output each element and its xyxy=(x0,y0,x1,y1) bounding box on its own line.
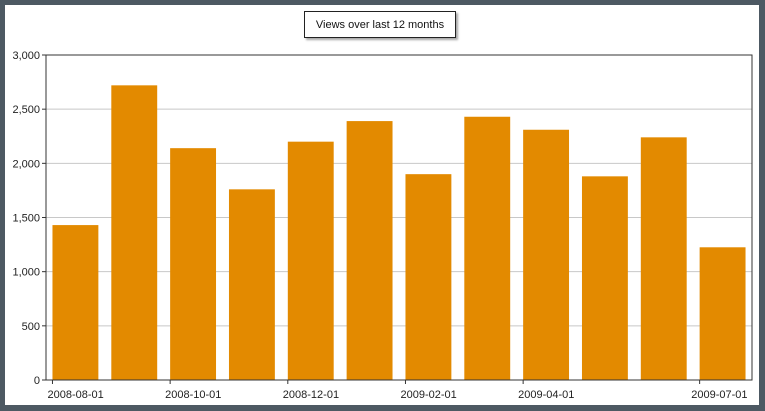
y-tick-label: 2,500 xyxy=(12,104,40,116)
y-tick-label: 3,000 xyxy=(12,50,40,62)
y-tick-label: 1,500 xyxy=(12,213,40,225)
bar xyxy=(170,148,217,380)
bar xyxy=(346,121,393,380)
y-tick-label: 2,000 xyxy=(12,158,40,170)
y-tick-label: 1,000 xyxy=(12,267,40,279)
y-tick-label: 0 xyxy=(34,375,40,387)
bar xyxy=(699,247,746,380)
bar xyxy=(52,225,99,380)
x-tick-label: 2009-07-01 xyxy=(691,389,747,401)
bar xyxy=(228,189,275,380)
bar xyxy=(640,137,687,380)
bar xyxy=(405,174,452,380)
bar xyxy=(111,85,158,380)
x-tick-label: 2009-04-01 xyxy=(518,389,574,401)
x-tick-label: 2008-10-01 xyxy=(165,389,221,401)
bar xyxy=(287,141,334,380)
bar xyxy=(464,116,511,380)
x-tick-label: 2008-08-01 xyxy=(47,389,103,401)
bar xyxy=(523,129,570,380)
y-tick-label: 500 xyxy=(22,321,40,333)
chart-title: Views over last 12 months xyxy=(304,11,456,38)
bar xyxy=(581,176,628,380)
x-tick-label: 2008-12-01 xyxy=(283,389,339,401)
x-tick-label: 2009-02-01 xyxy=(400,389,456,401)
